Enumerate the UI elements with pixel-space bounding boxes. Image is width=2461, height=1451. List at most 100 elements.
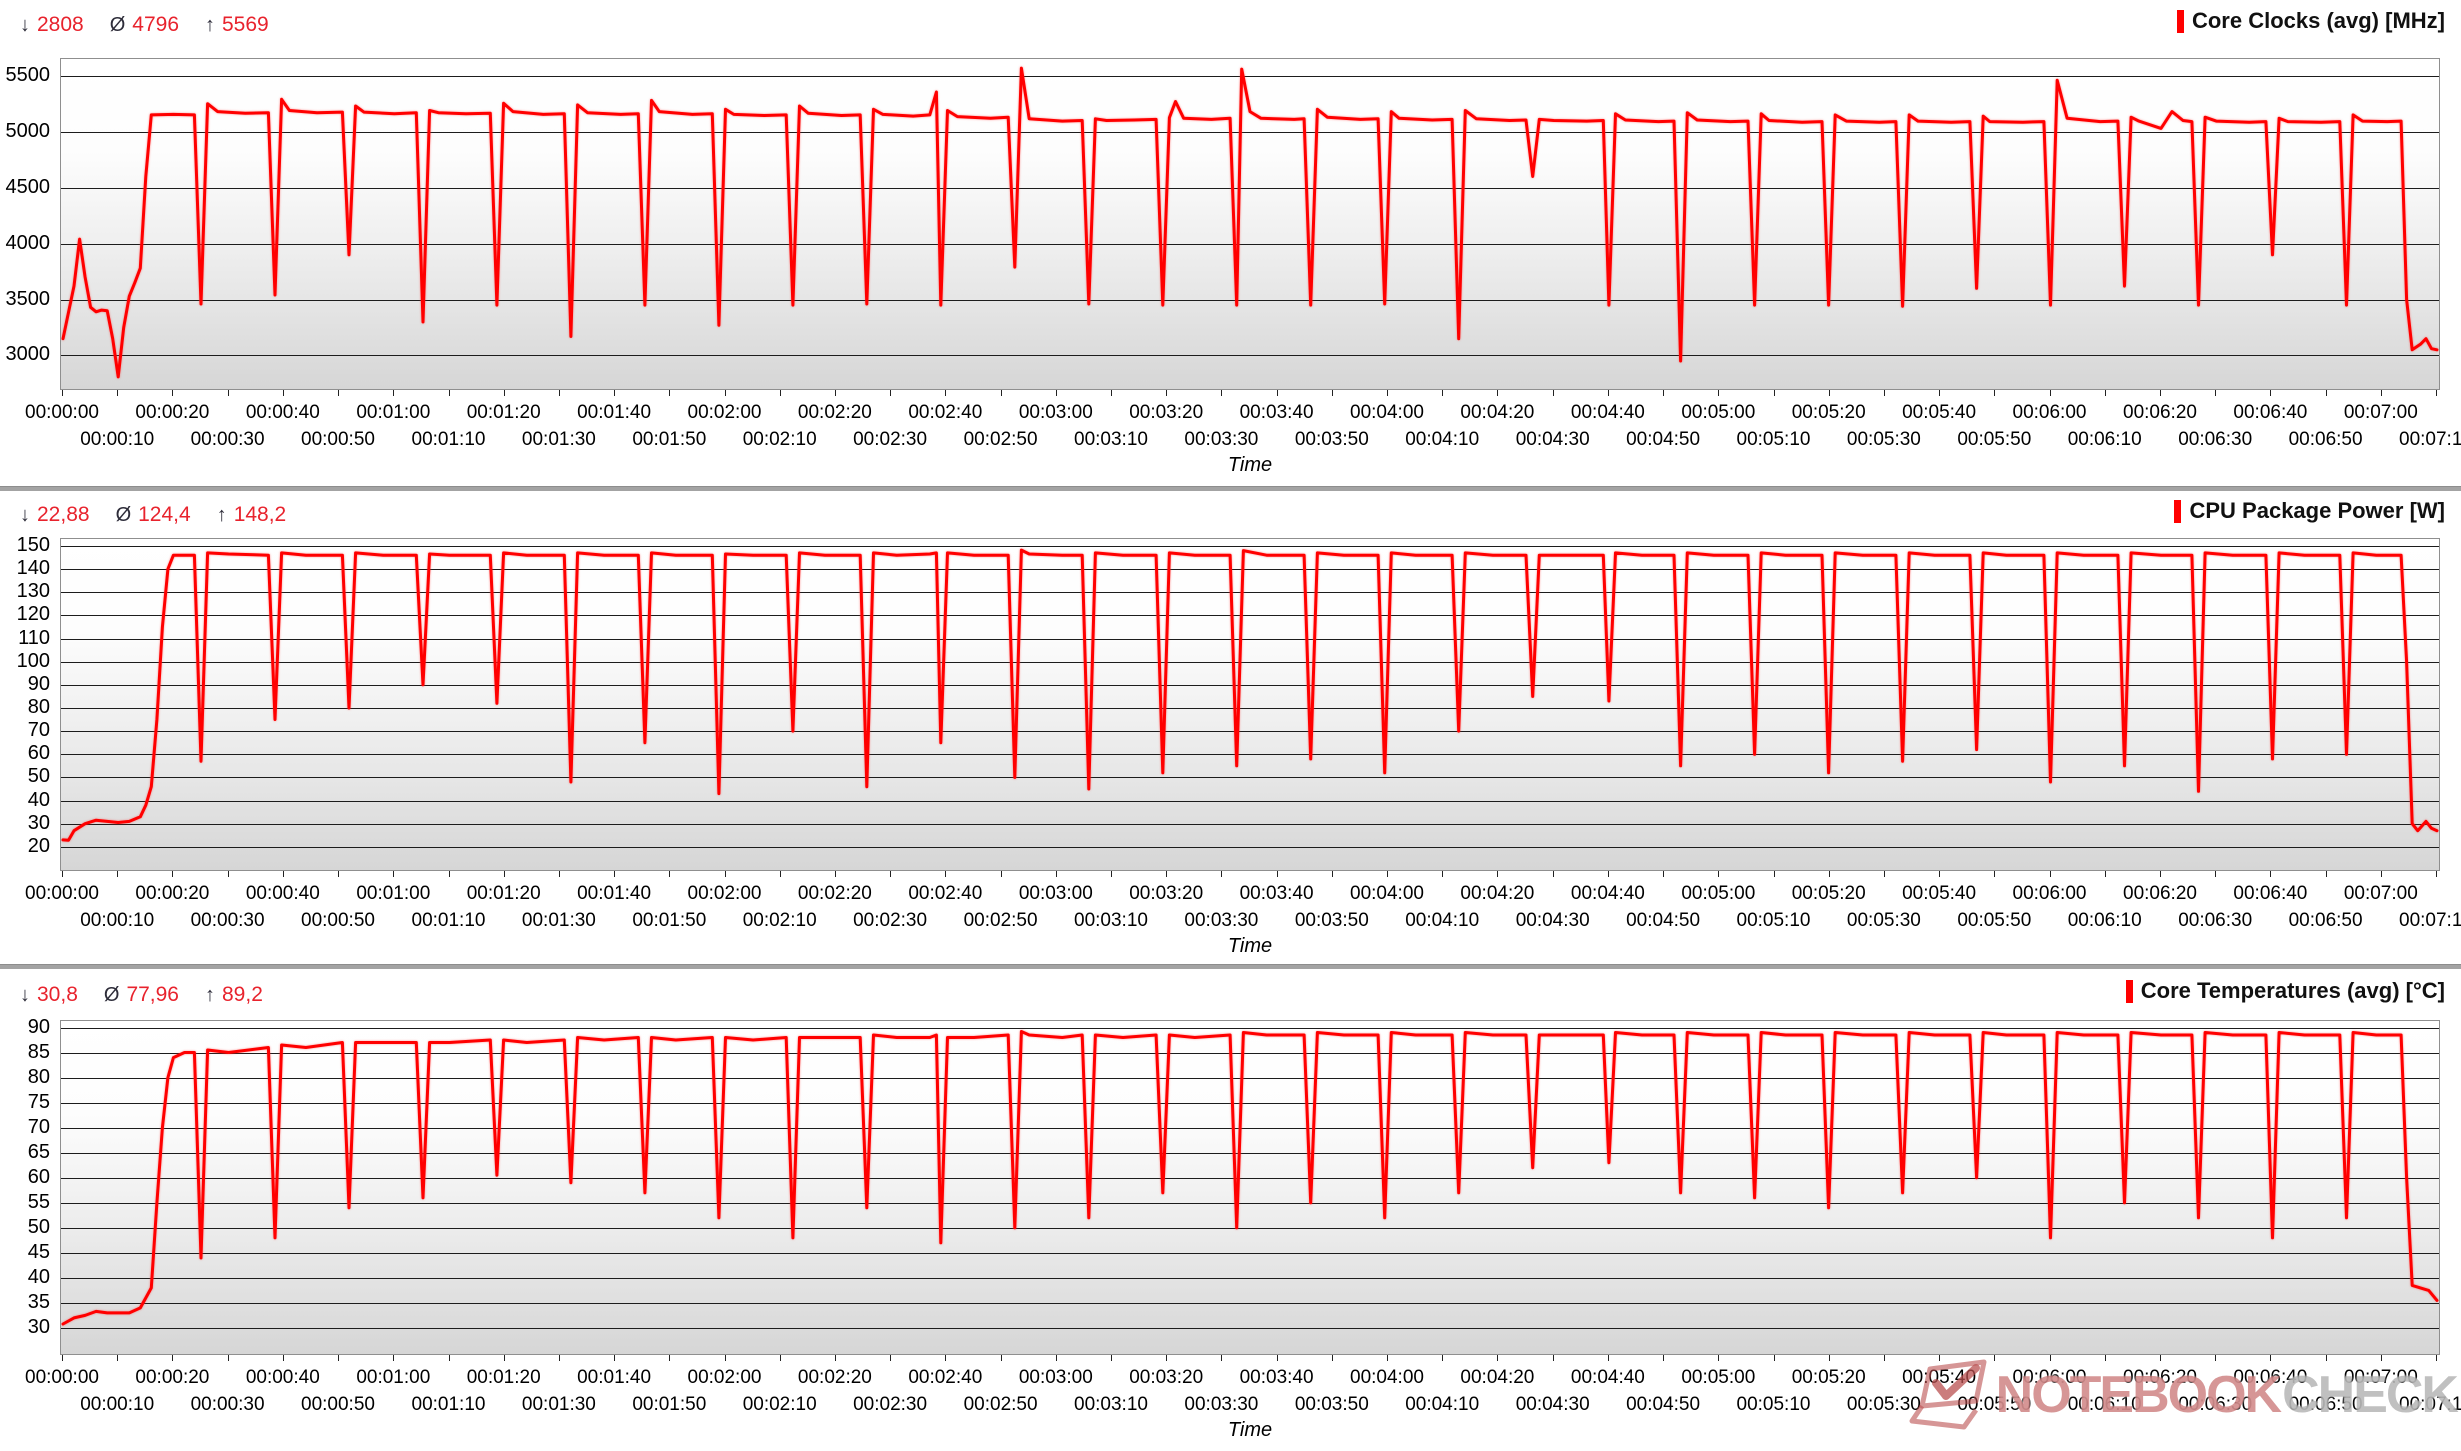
x-axis-tick-label: 00:04:10 [1405,1394,1480,1415]
x-axis-tick-label: 00:03:30 [1184,910,1259,931]
x-axis-tick-label: 00:03:10 [1074,1394,1148,1415]
y-axis-tick-label: 90 [27,1015,50,1038]
x-axis-tick [2270,871,2272,877]
legend-color-marker [2174,499,2182,523]
gridline [61,1227,2439,1229]
x-axis-tick-label: 00:05:40 [1902,402,1977,423]
y-axis-tick-label: 60 [27,742,50,765]
x-axis-tick-label: 00:05:00 [1681,883,1756,904]
x-axis-tick-label: 00:05:10 [1736,1394,1811,1415]
gridline [61,754,2439,756]
x-axis: Time 00:00:00 00:00:10 00:00:20 00:00:30 00:… [25,390,2461,486]
x-axis-tick [779,871,781,877]
y-axis-tick-label: 110 [18,626,50,649]
y-axis-tick-label: 5000 [5,119,51,142]
x-axis-title: Time [1227,1419,1273,1441]
stat-avg-value: 77,96 [126,983,179,1006]
stat-max-value: 5569 [222,13,269,36]
x-axis-tick [558,1355,560,1361]
x-axis-tick-label: 00:06:20 [2123,1367,2197,1388]
stat-min: ↓ 2808 [20,13,84,37]
x-axis-tick [1552,390,1554,396]
x-axis-tick-label: 00:05:20 [1791,883,1866,904]
average-icon: Ø [103,984,120,1006]
x-axis-tick-label: 00:05:40 [1902,1367,1977,1388]
x-axis-tick-label: 00:01:00 [356,1367,431,1388]
gridline [61,1127,2439,1129]
x-axis-tick [945,871,947,877]
x-axis-tick-label: 00:04:10 [1405,429,1480,450]
gridline [61,1152,2439,1154]
x-axis-tick-label: 00:03:30 [1184,429,1259,450]
gridline [61,684,2439,686]
x-axis-tick [2380,390,2382,396]
x-axis-tick [2325,871,2327,877]
x-axis-tick-label: 00:06:30 [2178,429,2253,450]
x-axis-tick-label: 00:00:50 [301,429,375,450]
gridline [61,1027,2439,1029]
chart-divider [0,964,2461,969]
x-axis-tick [172,871,174,877]
x-axis-tick-label: 00:00:10 [80,429,155,450]
x-axis-tick-label: 00:03:50 [1294,429,1369,450]
gridline [61,661,2439,663]
plot-area [60,538,2440,871]
x-axis-tick-label: 00:02:50 [963,910,1038,931]
x-axis-tick-label: 00:04:40 [1570,402,1645,423]
x-axis-tick-label: 00:05:50 [1957,429,2032,450]
x-axis-tick-label: 00:05:00 [1681,1367,1756,1388]
x-axis-tick [669,871,671,877]
x-axis-tick [1883,1355,1885,1361]
gridline [61,615,2439,617]
x-axis-tick-label: 00:01:10 [411,1394,486,1415]
y-axis-tick-label: 55 [27,1190,50,1213]
x-axis-tick-label: 00:02:00 [687,1367,762,1388]
x-axis-tick [1607,871,1609,877]
x-axis-tick [1718,390,1720,396]
core-clocks-chart: ↓ 2808 Ø 4796 ↑ 5569 Core Clocks (avg) [MHz… [0,0,2461,486]
stat-avg: Ø 77,96 [104,983,179,1007]
x-axis-tick-label: 00:01:30 [521,1394,596,1415]
x-axis-tick-label: 00:05:20 [1791,1367,1866,1388]
x-axis-tick [448,871,450,877]
core-temperatures-chart: ↓ 30,8 Ø 77,96 ↑ 89,2 Core Temperatures (av… [0,969,2461,1441]
x-axis-tick-label: 00:04:50 [1626,1394,1701,1415]
x-axis-tick-label: 00:01:20 [466,402,541,423]
x-axis-tick-label: 00:01:40 [577,402,652,423]
x-axis-tick-label: 00:07:10 [2399,910,2461,931]
x-axis-tick-label: 00:06:40 [2233,1367,2308,1388]
stat-min: ↓ 30,8 [20,983,78,1007]
x-axis-tick-label: 00:01:10 [411,429,486,450]
x-axis-tick-label: 00:00:10 [80,1394,155,1415]
x-axis-tick-label: 00:02:20 [797,402,872,423]
gridline [61,243,2439,245]
x-axis-tick [1718,871,1720,877]
x-axis-tick [2049,871,2051,877]
x-axis-tick [834,871,836,877]
x-axis-tick [558,871,560,877]
gridline [61,592,2439,594]
y-axis-tick-label: 65 [27,1140,50,1163]
x-axis-tick [1166,390,1168,396]
x-axis-tick [1000,871,1002,877]
series-line [61,66,2439,379]
x-axis-tick-label: 00:01:50 [632,429,707,450]
x-axis-tick-label: 00:04:20 [1460,1367,1535,1388]
x-axis-tick [2325,1355,2327,1361]
y-axis-tick-label: 4000 [5,231,51,254]
x-axis-tick-label: 00:03:50 [1294,910,1369,931]
x-axis-tick [338,1355,339,1361]
legend-label: Core Temperatures (avg) [°C] [2140,978,2445,1003]
x-axis-tick [1552,871,1554,877]
y-axis-tick-label: 20 [27,834,50,857]
x-axis-tick [393,390,395,396]
x-axis-tick-label: 00:01:20 [466,1367,541,1388]
x-axis-tick [1773,390,1775,396]
x-axis-tick-label: 00:01:40 [577,883,652,904]
y-axis-tick-label: 80 [27,1065,50,1088]
x-axis-tick-label: 00:06:30 [2178,910,2253,931]
x-axis-tick [2104,1355,2106,1361]
legend-label: CPU Package Power [W] [2189,498,2445,523]
x-axis-tick-label: 00:01:00 [356,883,431,904]
x-axis-tick [1221,390,1223,396]
